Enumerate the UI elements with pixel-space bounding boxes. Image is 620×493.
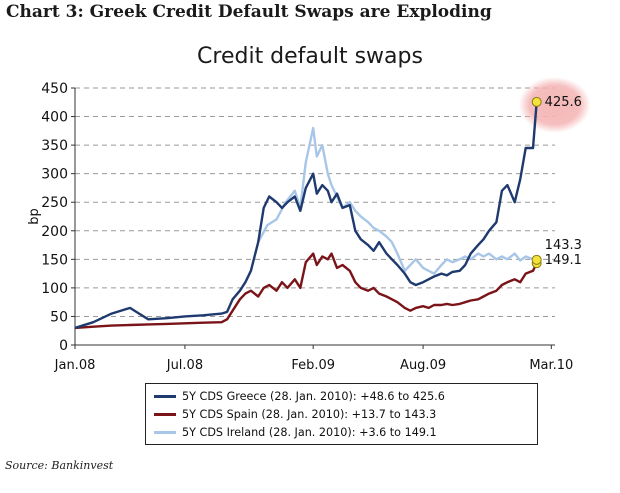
x-tick-label: Mar.10 — [529, 358, 573, 373]
chart-title: Credit default swaps — [197, 44, 423, 69]
y-axis-label: bp — [27, 208, 42, 225]
legend-item-greece: 5Y CDS Greece (28. Jan. 2010): +48.6 to … — [154, 387, 537, 405]
legend-item-ireland: 5Y CDS Ireland (28. Jan. 2010): +3.6 to … — [154, 423, 537, 441]
legend-swatch-ireland — [154, 430, 176, 434]
x-tick-label: Jan.08 — [54, 358, 96, 373]
source-note: Source: Bankinvest — [5, 459, 114, 472]
series-line-0 — [74, 101, 538, 330]
end-marker-2 — [531, 254, 542, 265]
legend-label-ireland: 5Y CDS Ireland (28. Jan. 2010): +3.6 to … — [182, 425, 437, 439]
y-tick-label: 50 — [50, 309, 68, 325]
y-tick-label: 450 — [41, 81, 68, 97]
legend: 5Y CDS Greece (28. Jan. 2010): +48.6 to … — [145, 383, 538, 445]
legend-label-greece: 5Y CDS Greece (28. Jan. 2010): +48.6 to … — [182, 389, 445, 403]
y-tick-label: 100 — [41, 281, 68, 297]
legend-label-spain: 5Y CDS Spain (28. Jan. 2010): +13.7 to 1… — [182, 407, 437, 421]
y-tick-label: 350 — [41, 138, 68, 154]
end-label-0: 425.6 — [545, 95, 582, 110]
y-tick-label: 400 — [41, 110, 68, 126]
x-tick-label: Feb.09 — [291, 358, 335, 373]
series-line-1 — [74, 252, 538, 330]
y-tick-label: 200 — [41, 224, 68, 240]
x-tick-label: Jul.08 — [166, 358, 203, 373]
y-tick-label: 300 — [41, 167, 68, 183]
series-line-2 — [257, 126, 537, 275]
legend-swatch-greece — [154, 394, 176, 398]
y-tick-label: 250 — [41, 195, 68, 211]
end-marker-0 — [531, 96, 542, 107]
legend-item-spain: 5Y CDS Spain (28. Jan. 2010): +13.7 to 1… — [154, 405, 537, 423]
x-tick-label: Aug.09 — [400, 358, 446, 373]
y-tick-label: 0 — [59, 338, 68, 354]
end-label-2: 149.1 — [545, 253, 582, 268]
highlight-halo — [518, 76, 591, 133]
y-tick-label: 150 — [41, 252, 68, 268]
legend-swatch-spain — [154, 412, 176, 416]
end-label-1: 143.3 — [545, 238, 582, 253]
chart-heading: Chart 3: Greek Credit Default Swaps are … — [6, 2, 492, 22]
